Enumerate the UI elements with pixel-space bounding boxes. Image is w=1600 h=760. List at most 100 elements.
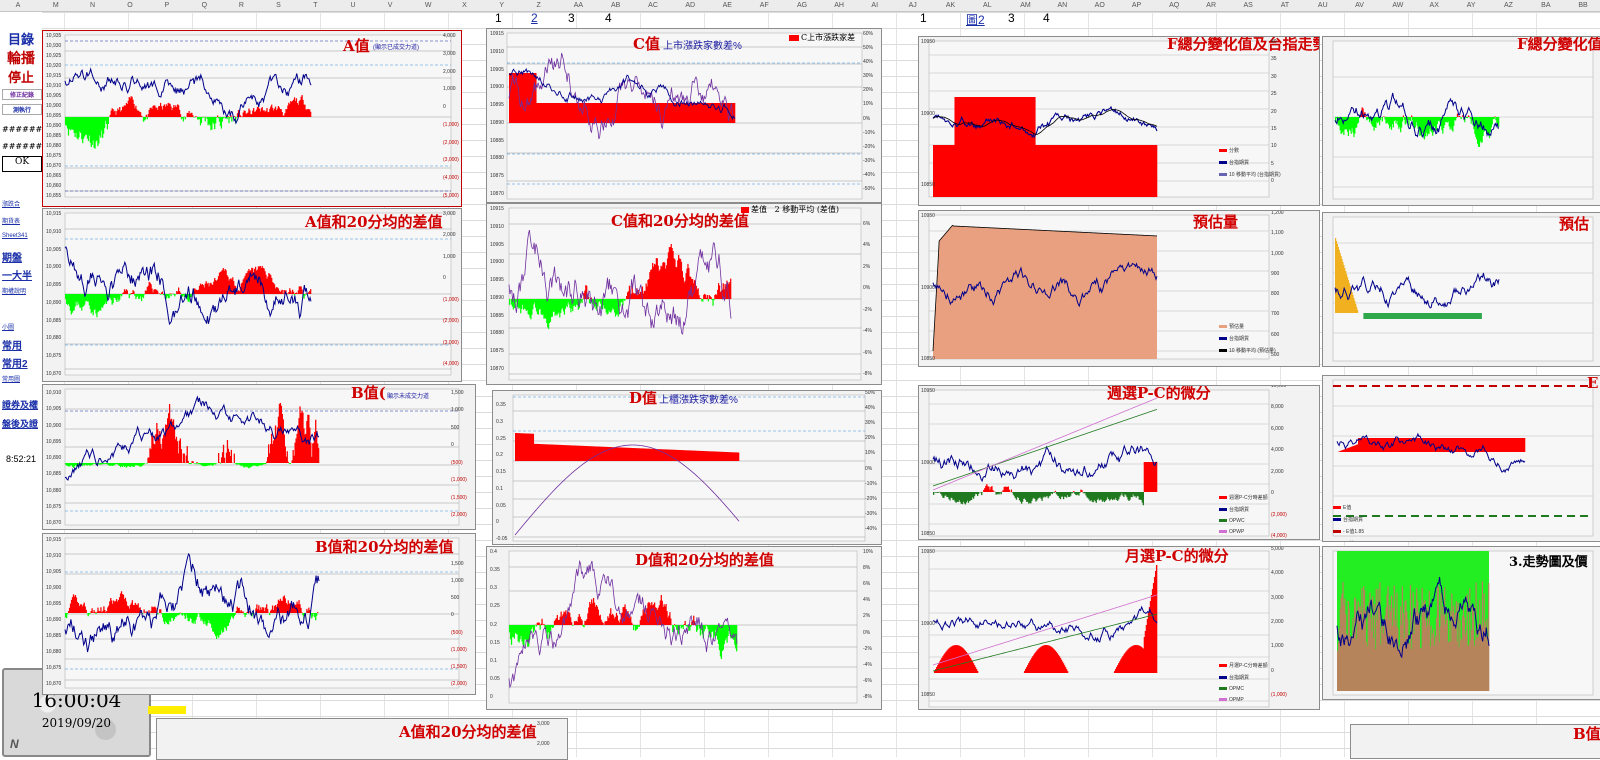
tab-4[interactable]: 4 [605, 11, 612, 25]
panel-pc-monthly[interactable]: 月選P-C的微分 10950 10900 10850 5,000 4,000 3,000 2… [918, 546, 1320, 710]
panel-est-2[interactable]: 預估 [1322, 212, 1600, 367]
a-value-title: A值 [343, 37, 370, 55]
est-2-chart [1332, 216, 1594, 362]
axis-tick-label: -40% [865, 526, 877, 532]
negative-area [1363, 313, 1482, 319]
axis-tick-label: 3,000 [443, 50, 456, 57]
axis-tick-label: 15 [1271, 125, 1277, 132]
axis-tick-label: 10900 [921, 620, 935, 627]
panel-d-diff[interactable]: D值和20分均的差值 0.4 0.35 0.3 0.25 0.2 0.15 0.1 0.05 0… [486, 546, 882, 710]
panel-f-total[interactable]: F總分變化值及台指走勢 10950 10900 10850 40 35 30 25 20 15 1… [918, 36, 1320, 206]
sidebar-link-11[interactable]: 證券及權 [2, 400, 39, 410]
column-letter: AS [1243, 2, 1253, 9]
axis-tick-label: 10,875 [46, 665, 62, 671]
panel-b-diff[interactable]: B值和20分均的差值 10,915 10,910 10,905 10,900 10,89… [42, 533, 476, 695]
stop-button[interactable]: 停止 [7, 71, 34, 86]
positive-area [121, 266, 312, 294]
b-value-subtitle: 顯示未成交力道 [387, 394, 430, 400]
sidebar-link-2[interactable]: 期貨表 [2, 219, 21, 225]
axis-tick-label: (1,000) [1271, 692, 1287, 698]
panel-trend[interactable]: 3.走勢圖及價 [1322, 546, 1600, 700]
legend-entry: 台指期貨 [1219, 674, 1268, 681]
axis-tick-label: 10,885 [46, 317, 62, 324]
panel-b-value[interactable]: B值( 顯示未成交力道 10,910 10,905 10,900 10,895 10,8… [42, 384, 476, 530]
axis-tick-label: 50% [865, 390, 876, 396]
panel-a-value[interactable]: A值 (顯示已成交力道) 10,935 10,930 10,925 10,920 10,… [42, 30, 462, 207]
panel-f-total-2[interactable]: F總分變化值 [1322, 36, 1600, 206]
axis-tick-label: 0% [863, 285, 871, 292]
sidebar-time: 8:52:21 [6, 454, 37, 464]
tab-3[interactable]: 3 [568, 11, 575, 25]
revision-log-button[interactable]: 修正紀錄 [2, 89, 42, 100]
sidebar-link-1[interactable]: 漲跌合 [2, 202, 21, 208]
sidebar-link-7[interactable]: 小圖 [2, 325, 15, 331]
directory-button[interactable]: 目錄 [7, 33, 34, 48]
panel-d-value[interactable]: D值 上櫃漲跌家數差% 0.35 0.3 0.25 0.2 0.15 0.1 0.05 0 -0… [492, 390, 882, 545]
axis-tick-label: 600 [1271, 331, 1280, 338]
axis-tick-label: 10,890 [46, 123, 62, 129]
axis-tick-label: 30% [863, 73, 874, 80]
axis-tick-label: (2,000) [443, 318, 459, 325]
axis-tick-label: -40% [863, 171, 875, 178]
column-letter: BA [1541, 2, 1551, 9]
axis-tick-label: 10,915 [46, 73, 62, 79]
axis-tick-label: 10,915 [46, 537, 62, 543]
panel-c-diff[interactable]: 差值 2 移動平均 (差值) C值和20分均的差值 10915 10910 1090… [486, 203, 882, 385]
axis-tick-label: (1,000) [451, 646, 467, 653]
sidebar-link-4[interactable]: 期盤 [2, 253, 22, 264]
axis-tick-label: 4,000 [1271, 447, 1284, 454]
ok-button[interactable]: OK [2, 156, 42, 172]
axis-tick-label: 10,895 [46, 601, 62, 607]
tab-right-2[interactable]: 圖2 [966, 13, 985, 27]
column-letter: AY [1466, 2, 1476, 9]
b-diff-chart [64, 537, 460, 689]
sidebar-link-10[interactable]: 常用圖 [2, 377, 21, 383]
rotate-button[interactable]: 輪播 [7, 51, 35, 67]
axis-tick-label: 2% [863, 263, 871, 270]
sidebar-link-6[interactable]: 期權說明 [2, 289, 27, 295]
series-line [1334, 272, 1500, 309]
tab-2[interactable]: 2 [531, 11, 538, 25]
axis-tick-label: 4% [863, 597, 871, 604]
panel-est-volume[interactable]: 預估量 10950 10900 10850 1,200 1,100 1,000 900 800… [918, 210, 1320, 367]
series-line [64, 245, 312, 326]
sidebar-link-12[interactable]: 盤後及證 [2, 419, 39, 429]
a-value-subtitle: (顯示已成交力道) [373, 45, 419, 51]
axis-tick-label: 0.35 [496, 402, 506, 408]
sidebar-link-5[interactable]: 一大半 [2, 271, 32, 282]
panel-a-diff[interactable]: A值和20分均的差值 10,915 10,910 10,905 10,900 10,89… [42, 208, 462, 382]
axis-tick-label: 10950 [921, 39, 935, 45]
hash-cell-1: ###### [2, 125, 43, 134]
positive-area [1335, 238, 1359, 313]
axis-tick-label: -0.05 [496, 536, 508, 542]
axis-tick-label: -30% [865, 510, 877, 517]
column-letter: AX [1429, 2, 1439, 9]
axis-tick-label: 10870 [490, 191, 504, 197]
axis-tick-label: (3,000) [443, 157, 459, 164]
panel-a-diff-2[interactable]: A值和20分均的差值 3,000 2,000 [156, 718, 568, 760]
axis-tick-label: (2,000) [451, 512, 467, 518]
pc-weekly-title: 週選P-C的微分 [1107, 385, 1211, 402]
sidebar-link-3[interactable]: Sheet341 [2, 233, 28, 239]
panel-pc-weekly[interactable]: 週選P-C的微分 10950 10900 10850 10,000 8,000 6,000… [918, 385, 1320, 540]
series-line [508, 67, 736, 121]
panel-b-value-2[interactable]: B值 [1350, 724, 1600, 759]
tab-right-3[interactable]: 3 [1008, 11, 1015, 25]
legend-entry: 台指期貨 [1219, 159, 1281, 166]
column-letter: AW [1392, 2, 1404, 9]
axis-tick-label: -10% [863, 129, 875, 136]
tab-1[interactable]: 1 [495, 11, 502, 25]
sidebar-link-8[interactable]: 常用 [2, 341, 22, 352]
tab-right-1[interactable]: 1 [920, 11, 927, 25]
tab-right-4[interactable]: 4 [1043, 11, 1050, 25]
panel-c-value[interactable]: C值 上市漲跌家數差% C上市漲跌家差 10915 10910 10905 10900… [486, 28, 882, 203]
sidebar-link-9[interactable]: 常用2 [2, 359, 28, 370]
test-run-button[interactable]: 測執行 [2, 104, 42, 115]
axis-tick-label: 30 [1271, 73, 1277, 80]
column-letter: X [462, 2, 467, 9]
column-letter: AI [871, 2, 879, 9]
negative-area [509, 299, 715, 329]
axis-tick-label: (2,000) [1271, 511, 1287, 518]
a-diff-2-tick-2: 2,000 [537, 741, 550, 747]
